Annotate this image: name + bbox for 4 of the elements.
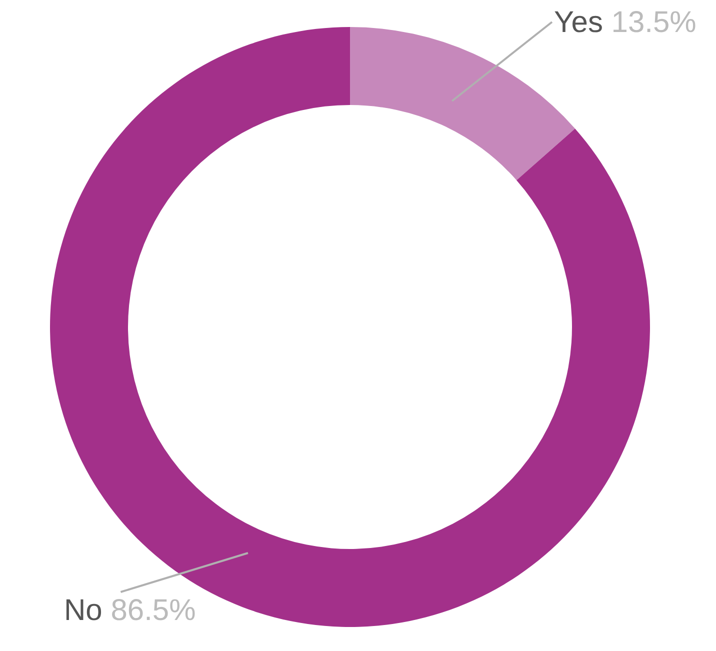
slice-label: No xyxy=(64,594,102,627)
data-label: 86.5% xyxy=(110,594,196,627)
data-label: 13.5% xyxy=(611,6,696,39)
slice-label: Yes xyxy=(554,6,603,39)
